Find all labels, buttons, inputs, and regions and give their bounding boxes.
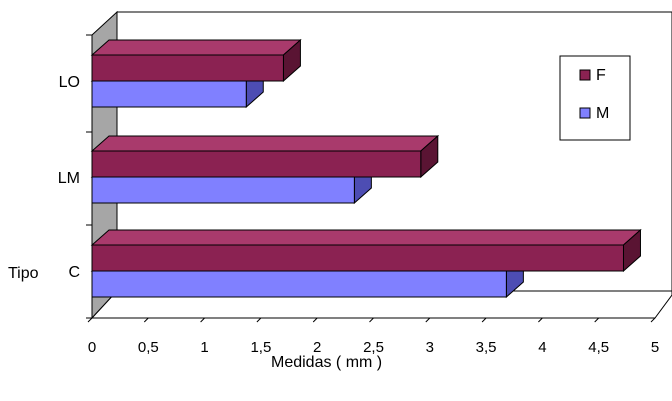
legend-box bbox=[560, 56, 630, 140]
x-tick-mark bbox=[88, 318, 92, 322]
x-tick-label: 4,5 bbox=[588, 339, 609, 356]
y-axis-categories: C LM LO bbox=[58, 74, 80, 281]
bar-F-LO bbox=[92, 40, 300, 81]
x-tick-mark bbox=[595, 318, 599, 322]
x-tick-label: 0 bbox=[88, 339, 96, 356]
x-tick-mark bbox=[426, 318, 430, 322]
legend: FM bbox=[560, 56, 630, 140]
x-tick-label: 5 bbox=[651, 339, 659, 356]
bars bbox=[92, 40, 640, 297]
bar-F-LM bbox=[92, 136, 438, 177]
x-tick-mark bbox=[201, 318, 205, 322]
x-tick-label: 1 bbox=[200, 339, 208, 356]
legend-label: F bbox=[596, 67, 606, 84]
x-tick-mark bbox=[257, 318, 261, 322]
x-tick-label: 3,5 bbox=[476, 339, 497, 356]
y-category-label: LO bbox=[59, 74, 80, 91]
x-tick-mark bbox=[370, 318, 374, 322]
x-tick-mark bbox=[651, 318, 655, 322]
y-category-label: C bbox=[68, 264, 80, 281]
x-tick-label: 3 bbox=[426, 339, 434, 356]
x-tick-label: 4 bbox=[538, 339, 546, 356]
x-tick-mark bbox=[313, 318, 317, 322]
x-axis-label: Medidas ( mm ) bbox=[271, 354, 382, 371]
legend-label: M bbox=[596, 105, 609, 122]
y-category-label: LM bbox=[58, 170, 80, 187]
y-axis-label: Tipo bbox=[8, 265, 39, 282]
bar-F-C bbox=[92, 230, 640, 271]
x-tick-mark bbox=[144, 318, 148, 322]
x-tick-label: 1,5 bbox=[250, 339, 271, 356]
legend-swatch bbox=[580, 108, 590, 118]
x-tick-mark bbox=[538, 318, 542, 322]
x-tick-mark bbox=[482, 318, 486, 322]
x-tick-label: 0,5 bbox=[138, 339, 159, 356]
legend-swatch bbox=[580, 70, 590, 80]
